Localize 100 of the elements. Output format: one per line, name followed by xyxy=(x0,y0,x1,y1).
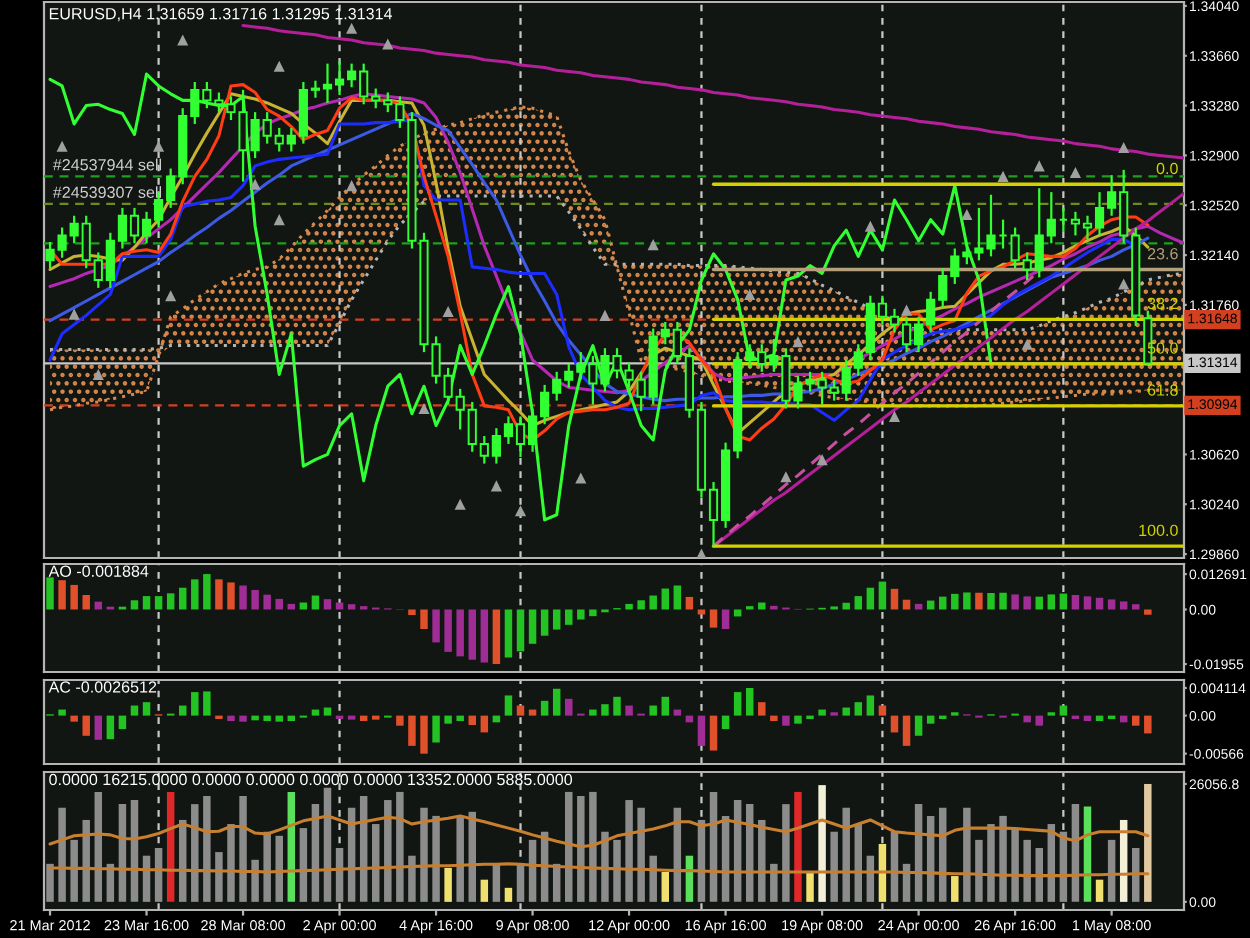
bar xyxy=(468,715,476,726)
bar xyxy=(408,609,416,616)
point xyxy=(997,170,1009,182)
point xyxy=(442,305,454,318)
bar xyxy=(1023,715,1031,723)
bar xyxy=(1132,715,1140,726)
bar xyxy=(58,807,66,902)
bar xyxy=(215,579,223,610)
bar xyxy=(1035,596,1043,610)
bar xyxy=(721,715,730,730)
bar xyxy=(951,876,959,902)
bar xyxy=(661,696,670,716)
bar xyxy=(637,600,645,610)
point xyxy=(56,140,68,152)
bar xyxy=(203,691,211,716)
bar xyxy=(818,785,826,902)
bar xyxy=(540,609,549,636)
bar xyxy=(142,702,151,716)
bar xyxy=(372,824,380,902)
bar xyxy=(1144,783,1152,902)
bar xyxy=(82,819,90,902)
bar xyxy=(721,609,730,630)
bar xyxy=(480,609,489,663)
series-label: 100.0 xyxy=(1139,524,1178,537)
bar xyxy=(818,709,826,716)
chart-title: 0.0000 16215.0000 0.0000 0.0000 0.0000 0.0000 13352.0000 5885.0000 xyxy=(49,773,573,786)
bar xyxy=(1144,715,1152,734)
bar xyxy=(577,609,585,620)
bar xyxy=(1119,601,1128,610)
point xyxy=(792,336,804,348)
point xyxy=(346,22,358,34)
series-label: 23.6 xyxy=(1147,247,1178,260)
bar xyxy=(975,592,983,610)
bar xyxy=(323,599,332,610)
bar xyxy=(251,715,259,721)
bar xyxy=(191,804,199,902)
chart-title: EURUSD,H4 1.31659 1.31716 1.31295 1.31314 xyxy=(49,7,393,22)
bar xyxy=(601,831,609,902)
bar xyxy=(866,587,875,610)
bar xyxy=(70,839,78,902)
line-series xyxy=(48,72,993,522)
line-series xyxy=(48,814,1150,849)
bar xyxy=(456,609,464,657)
bar xyxy=(456,715,464,721)
line-series xyxy=(241,24,1184,160)
bar xyxy=(142,596,151,610)
chart-title: AC -0.0026512 xyxy=(48,681,157,693)
bar xyxy=(565,609,573,625)
point xyxy=(647,239,659,251)
bar xyxy=(275,598,283,610)
bar xyxy=(842,602,850,610)
bar xyxy=(1095,879,1104,902)
bar xyxy=(323,707,332,716)
point xyxy=(816,454,828,466)
bar xyxy=(987,593,995,610)
bar xyxy=(408,715,416,746)
bar xyxy=(552,609,561,630)
series-label: 61.8 xyxy=(1147,384,1178,396)
bar xyxy=(842,807,850,902)
annotation: #24537944 sell xyxy=(52,158,162,171)
point xyxy=(165,290,177,302)
bar xyxy=(251,589,259,610)
bar xyxy=(504,609,513,658)
bar xyxy=(191,692,199,716)
bar xyxy=(1047,594,1056,610)
bar xyxy=(733,609,742,617)
bar xyxy=(178,705,187,716)
bar xyxy=(396,715,404,726)
bar xyxy=(625,705,633,716)
bar xyxy=(709,715,718,751)
bar xyxy=(58,709,66,716)
bar xyxy=(70,715,78,722)
bar xyxy=(625,603,633,610)
bar xyxy=(1023,839,1031,902)
bar xyxy=(589,609,597,617)
line-series xyxy=(48,194,1184,352)
point xyxy=(1069,166,1081,179)
bar xyxy=(637,807,645,902)
bar xyxy=(758,819,766,902)
bar xyxy=(878,705,887,716)
bar xyxy=(854,702,863,716)
bar xyxy=(384,800,392,902)
bar xyxy=(58,580,66,610)
bar xyxy=(709,609,718,628)
bar xyxy=(733,692,742,716)
bar xyxy=(1107,599,1116,610)
bar xyxy=(432,715,440,743)
point xyxy=(514,505,527,517)
bar xyxy=(866,695,875,716)
point xyxy=(68,308,80,320)
point xyxy=(744,288,756,300)
bar xyxy=(444,867,452,902)
point xyxy=(1021,338,1033,350)
series-label: 0.0 xyxy=(1156,162,1178,175)
bar xyxy=(1083,596,1092,610)
bar xyxy=(794,715,802,724)
bar xyxy=(926,715,935,724)
bar xyxy=(82,715,90,736)
point xyxy=(382,38,394,50)
bar xyxy=(480,879,489,902)
